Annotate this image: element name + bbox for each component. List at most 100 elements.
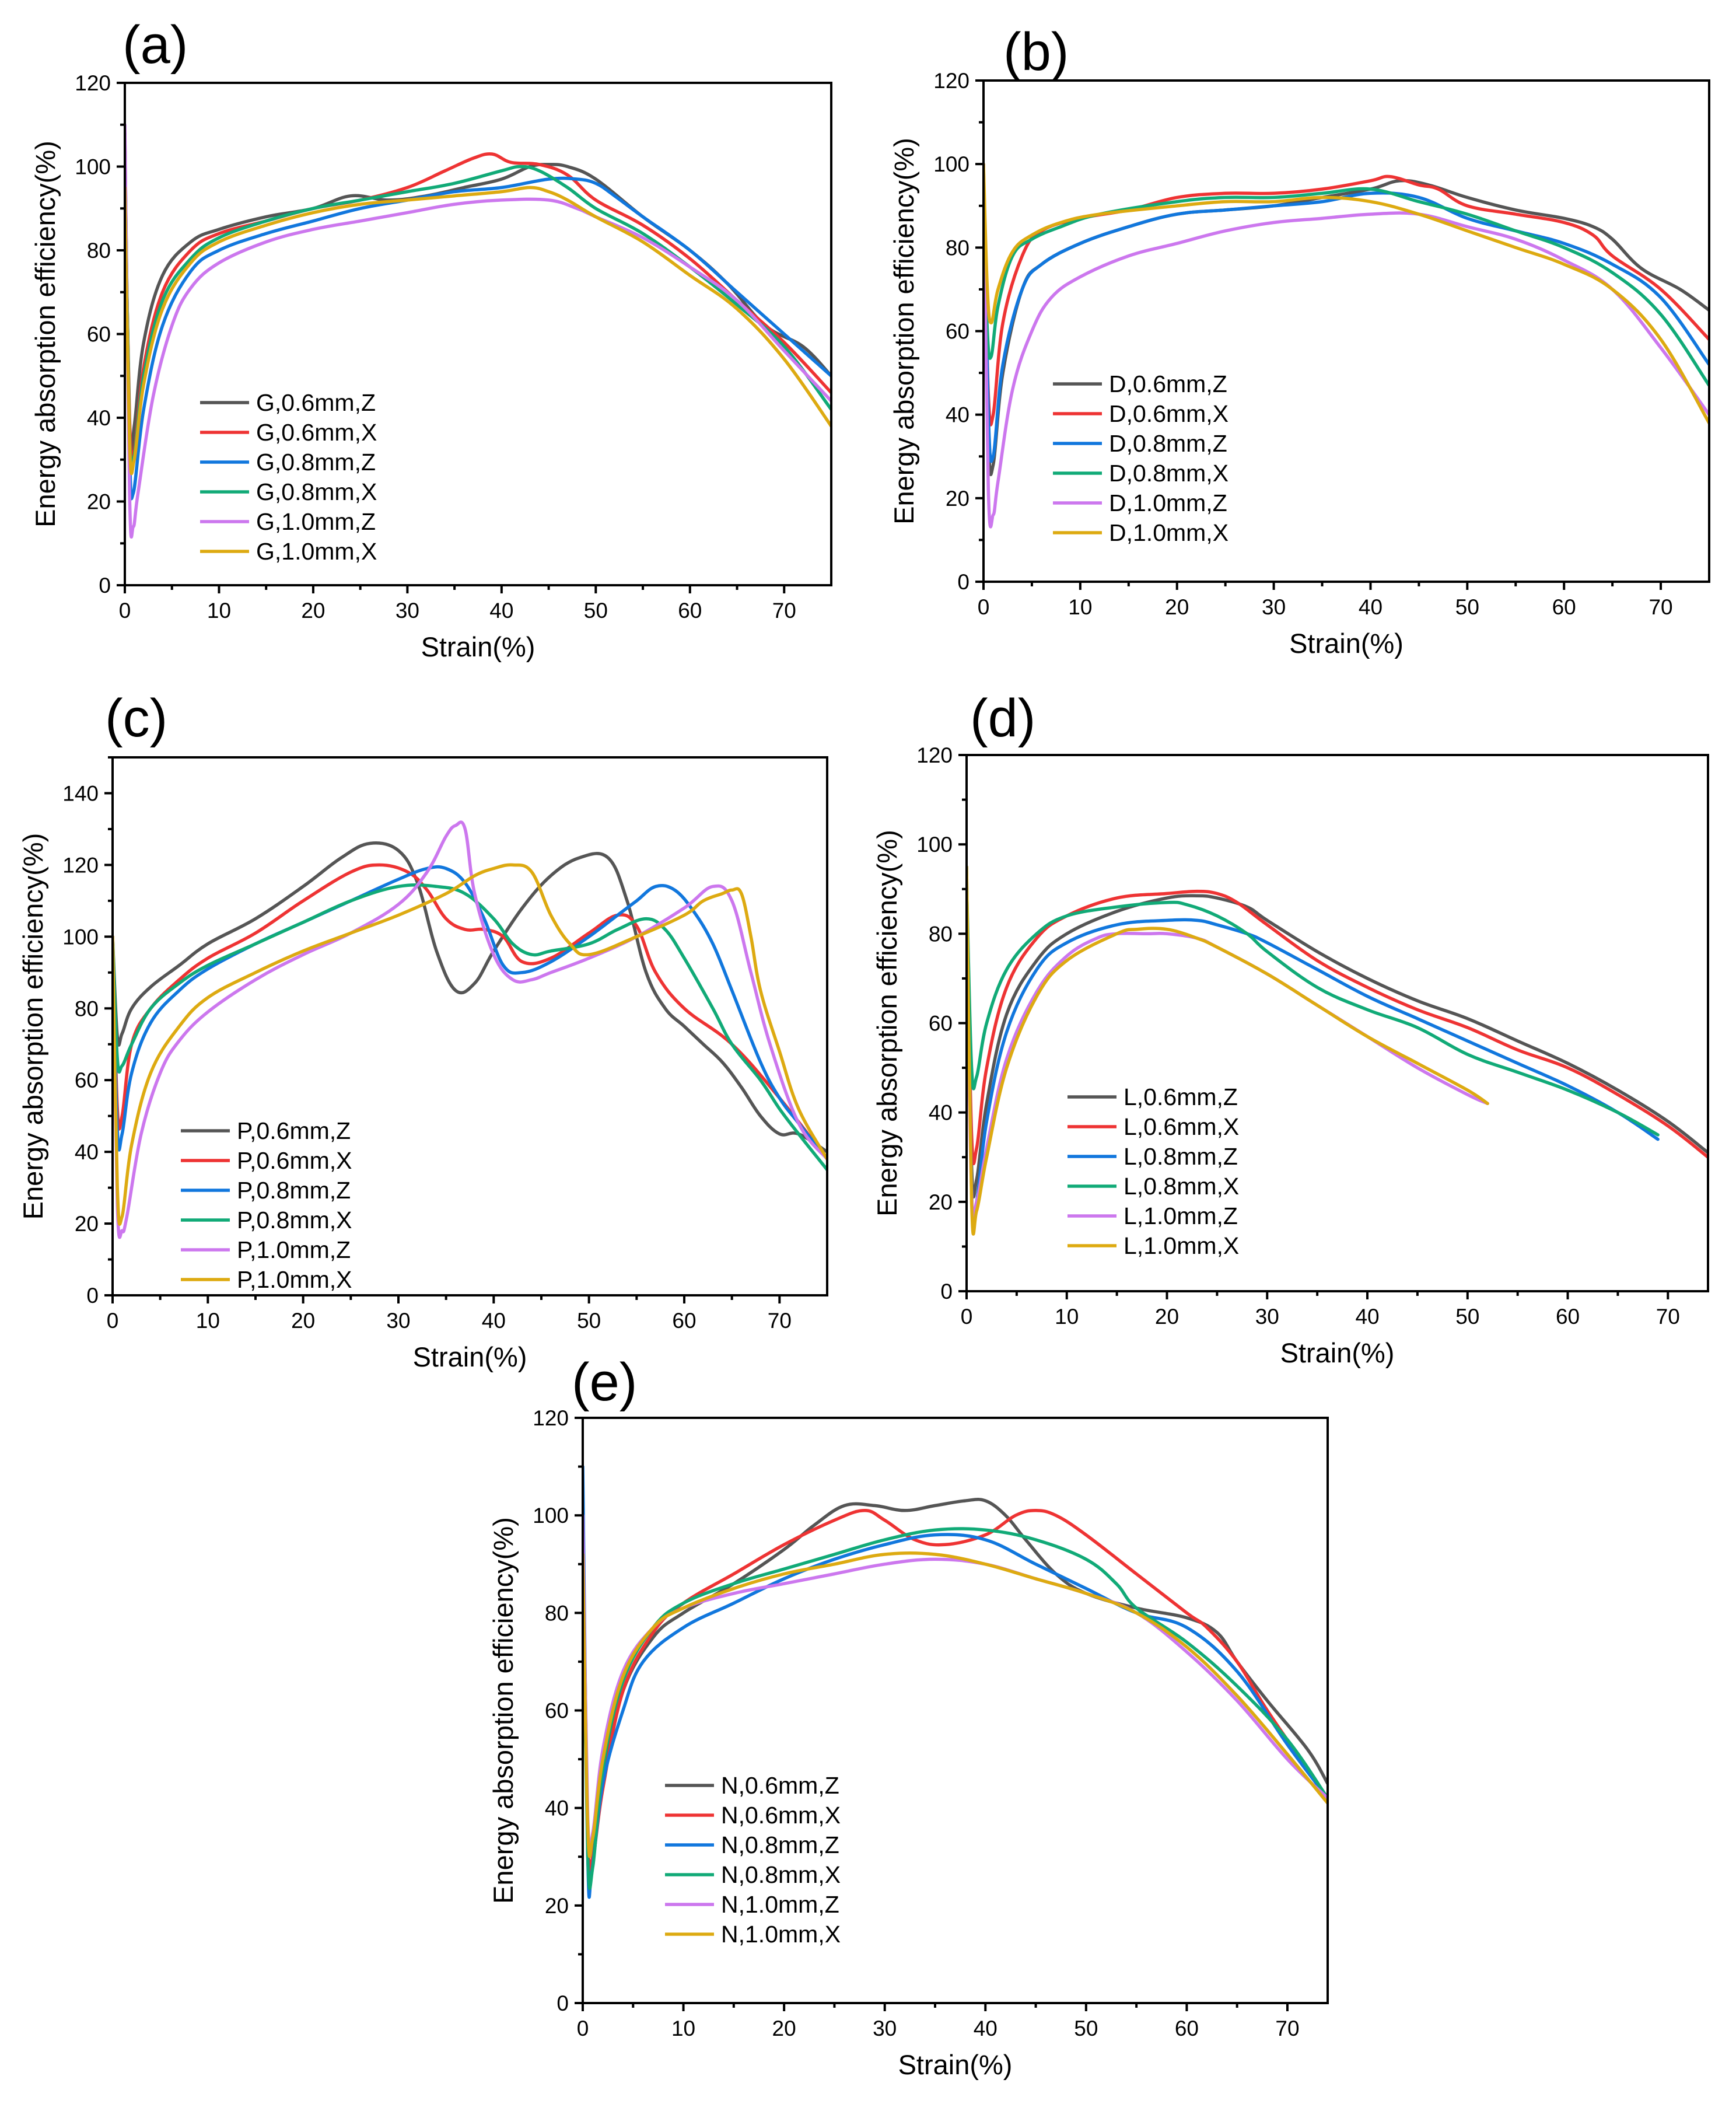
- series-line-P,0.8mm,X: [113, 883, 827, 1172]
- x-tick-label: 50: [584, 599, 608, 623]
- x-tick-label: 20: [301, 599, 325, 623]
- series-line-N,1.0mm,Z: [583, 1514, 1328, 1853]
- y-tick-label: 0: [86, 1284, 99, 1308]
- legend-label: G,1.0mm,X: [256, 538, 377, 565]
- y-tick-label: 80: [545, 1601, 569, 1625]
- y-tick-label: 40: [545, 1797, 569, 1820]
- y-tick-label: 80: [87, 239, 111, 263]
- plot-area: [965, 754, 1709, 1292]
- x-tick-label: 0: [119, 599, 131, 623]
- legend: L,0.6mm,Z L,0.6mm,X L,0.8mm,Z L,0.8mm,X L,1.…: [1068, 1084, 1239, 1259]
- legend: G,0.6mm,Z G,0.6mm,X G,0.8mm,ZG,0.8mm,X G,1.…: [200, 389, 377, 565]
- series-line-G,1.0mm,Z: [125, 123, 831, 539]
- x-tick-label: 30: [1255, 1305, 1279, 1329]
- legend: P,0.6mm,Z P,0.6mm,X P,0.8mm,Z P,0.8mm,X P,1.…: [181, 1117, 352, 1293]
- panel-label: (c): [105, 688, 167, 748]
- legend-label: P,0.8mm,X: [237, 1207, 352, 1233]
- y-tick-label: 60: [87, 323, 111, 347]
- y-tick-label: 100: [533, 1504, 569, 1528]
- x-axis-title: Strain(%): [1289, 628, 1404, 659]
- y-tick-label: 0: [940, 1280, 953, 1303]
- x-tick-label: 60: [1552, 595, 1576, 619]
- x-tick-label: 40: [1355, 1305, 1379, 1329]
- x-tick-label: 20: [1165, 595, 1189, 619]
- series-line-D,0.6mm,Z: [984, 170, 1709, 477]
- legend: N,0.6mm,Z N,0.6mm,X N,0.8mm,Z N,0.8mm,X N,1.…: [665, 1772, 841, 1948]
- y-tick-label: 120: [62, 853, 99, 877]
- series-line-L,0.6mm,X: [967, 887, 1708, 1165]
- x-tick-label: 70: [768, 1309, 792, 1333]
- y-tick-label: 60: [929, 1012, 953, 1036]
- y-tick-label: 20: [929, 1190, 953, 1214]
- plot-area: [982, 79, 1710, 583]
- chart-panel-a: 0 10 20 30 40 50 60 70 0 20 40 60 80 100 120 Strain(%) E…: [30, 15, 832, 662]
- x-tick-label: 60: [672, 1309, 696, 1333]
- y-tick-label: 60: [75, 1068, 99, 1092]
- x-tick-label: 30: [396, 599, 419, 623]
- panel-label: (b): [1003, 22, 1069, 82]
- chart-panel-b: 0 10 20 30 40 50 60 70 0 20 40 60 80 100 120 Strain(%) E…: [888, 22, 1710, 659]
- x-tick-label: 10: [207, 599, 231, 623]
- x-tick-label: 70: [1648, 595, 1672, 619]
- legend-label: L,0.6mm,Z: [1124, 1084, 1238, 1110]
- y-tick-label: 100: [62, 925, 99, 949]
- x-tick-label: 30: [1262, 595, 1286, 619]
- y-tick-label: 60: [946, 320, 970, 344]
- legend-label: L,1.0mm,Z: [1124, 1203, 1238, 1229]
- y-tick-label: 140: [62, 781, 99, 805]
- x-tick-label: 40: [489, 599, 513, 623]
- y-tick-label: 0: [957, 570, 970, 594]
- x-axis-title: Strain(%): [413, 1341, 527, 1372]
- x-tick-label: 0: [978, 595, 990, 619]
- x-tick-label: 50: [1455, 595, 1479, 619]
- x-tick-label: 40: [1359, 595, 1382, 619]
- legend-label: D,0.8mm,X: [1109, 460, 1228, 487]
- series-line-L,0.6mm,Z: [967, 887, 1708, 1199]
- y-tick-label: 80: [929, 922, 953, 946]
- x-axis-title: Strain(%): [421, 631, 536, 662]
- x-tick-label: 10: [1055, 1305, 1079, 1329]
- x-tick-label: 70: [1275, 2016, 1299, 2040]
- legend-label: P,1.0mm,X: [237, 1266, 352, 1293]
- legend-label: N,0.6mm,X: [721, 1802, 841, 1829]
- panel-label: (e): [572, 1352, 637, 1412]
- legend-label: D,1.0mm,Z: [1109, 490, 1227, 516]
- y-axis-title: Energy absorption efficiency(%): [18, 833, 48, 1220]
- series-line-G,1.0mm,X: [125, 186, 831, 476]
- legend-label: N,1.0mm,X: [721, 1921, 841, 1948]
- legend-label: D,0.6mm,X: [1109, 400, 1228, 427]
- x-tick-label: 60: [1556, 1305, 1580, 1329]
- y-tick-label: 120: [916, 743, 953, 767]
- series-line-P,0.6mm,Z: [113, 841, 827, 1154]
- legend-label: G,0.6mm,Z: [256, 389, 376, 416]
- x-tick-label: 60: [1175, 2016, 1199, 2040]
- legend-label: G,1.0mm,Z: [256, 508, 376, 535]
- legend-label: L,0.8mm,X: [1124, 1173, 1239, 1200]
- x-tick-label: 10: [671, 2016, 695, 2040]
- series-line-D,0.6mm,X: [984, 174, 1709, 427]
- legend-label: D,1.0mm,X: [1109, 519, 1228, 546]
- y-tick-label: 20: [545, 1894, 569, 1918]
- chart-panel-c: 0 10 20 30 40 50 60 70 0 20 40 60 80 100 120 140 Strain(…: [18, 688, 828, 1372]
- x-tick-label: 40: [482, 1309, 506, 1333]
- y-tick-label: 40: [87, 406, 111, 430]
- series-line-L,1.0mm,X: [967, 865, 1489, 1236]
- legend-label: D,0.8mm,Z: [1109, 430, 1227, 457]
- x-axis-title: Strain(%): [1280, 1337, 1395, 1368]
- legend-label: P,1.0mm,Z: [237, 1236, 351, 1263]
- series-line-P,0.6mm,X: [113, 863, 827, 1161]
- x-tick-label: 10: [1068, 595, 1092, 619]
- x-tick-label: 0: [961, 1305, 973, 1329]
- series-line-D,1.0mm,Z: [984, 162, 1709, 529]
- series-line-P,0.8mm,Z: [113, 865, 827, 1161]
- legend-label: L,0.8mm,Z: [1124, 1143, 1238, 1170]
- y-axis-title: Energy absorption efficiency(%): [888, 138, 919, 525]
- y-axis-title: Energy absorption efficiency(%): [872, 830, 902, 1217]
- y-tick-label: 40: [946, 403, 970, 427]
- plot-area: [582, 1417, 1329, 2004]
- x-tick-label: 40: [974, 2016, 998, 2040]
- x-tick-label: 10: [196, 1309, 220, 1333]
- series-line-G,0.6mm,X: [125, 152, 831, 460]
- y-tick-label: 80: [946, 236, 970, 260]
